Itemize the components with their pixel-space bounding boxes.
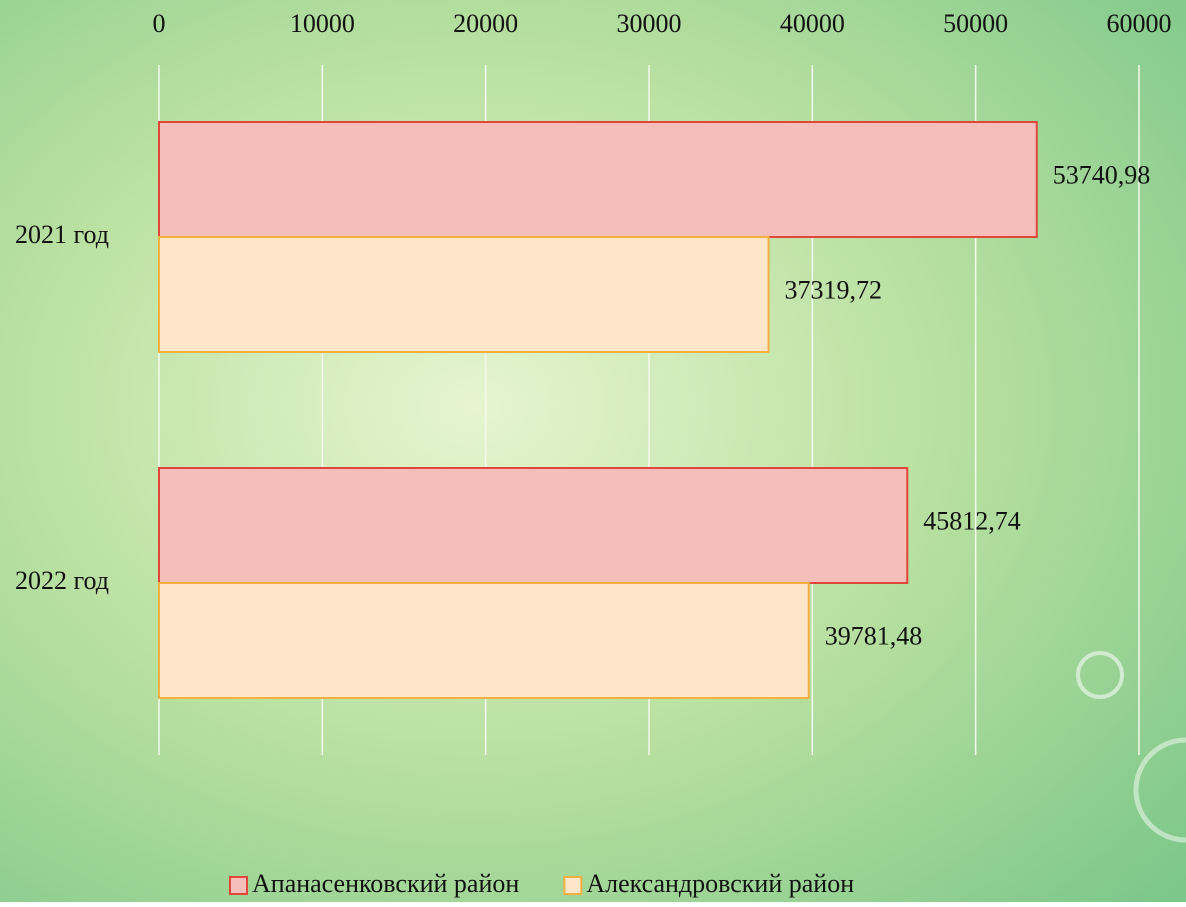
- x-tick-label: 0: [153, 9, 166, 38]
- bar: [158, 582, 810, 699]
- y-tick-label: 2022 год: [15, 566, 109, 595]
- bar: [158, 467, 909, 584]
- y-tick-label: 2021 год: [15, 220, 109, 249]
- value-label: 37319,72: [785, 275, 883, 304]
- x-tick-label: 10000: [290, 9, 355, 38]
- value-label: 53740,98: [1053, 160, 1151, 189]
- legend-swatch: [229, 876, 248, 895]
- bar: [158, 236, 770, 353]
- x-tick-label: 50000: [943, 9, 1008, 38]
- x-tick-label: 60000: [1107, 9, 1172, 38]
- drop: [1076, 651, 1124, 699]
- legend-label: Апанасенковский район: [252, 869, 519, 898]
- bar: [158, 121, 1038, 238]
- x-tick-label: 30000: [617, 9, 682, 38]
- x-tick-label: 20000: [453, 9, 518, 38]
- legend-swatch: [563, 876, 583, 895]
- x-tick-label: 40000: [780, 9, 845, 38]
- drop: [1133, 737, 1186, 843]
- value-label: 39781,48: [825, 621, 923, 650]
- value-label: 45812,74: [923, 506, 1021, 535]
- legend-label: Александровский район: [586, 869, 854, 898]
